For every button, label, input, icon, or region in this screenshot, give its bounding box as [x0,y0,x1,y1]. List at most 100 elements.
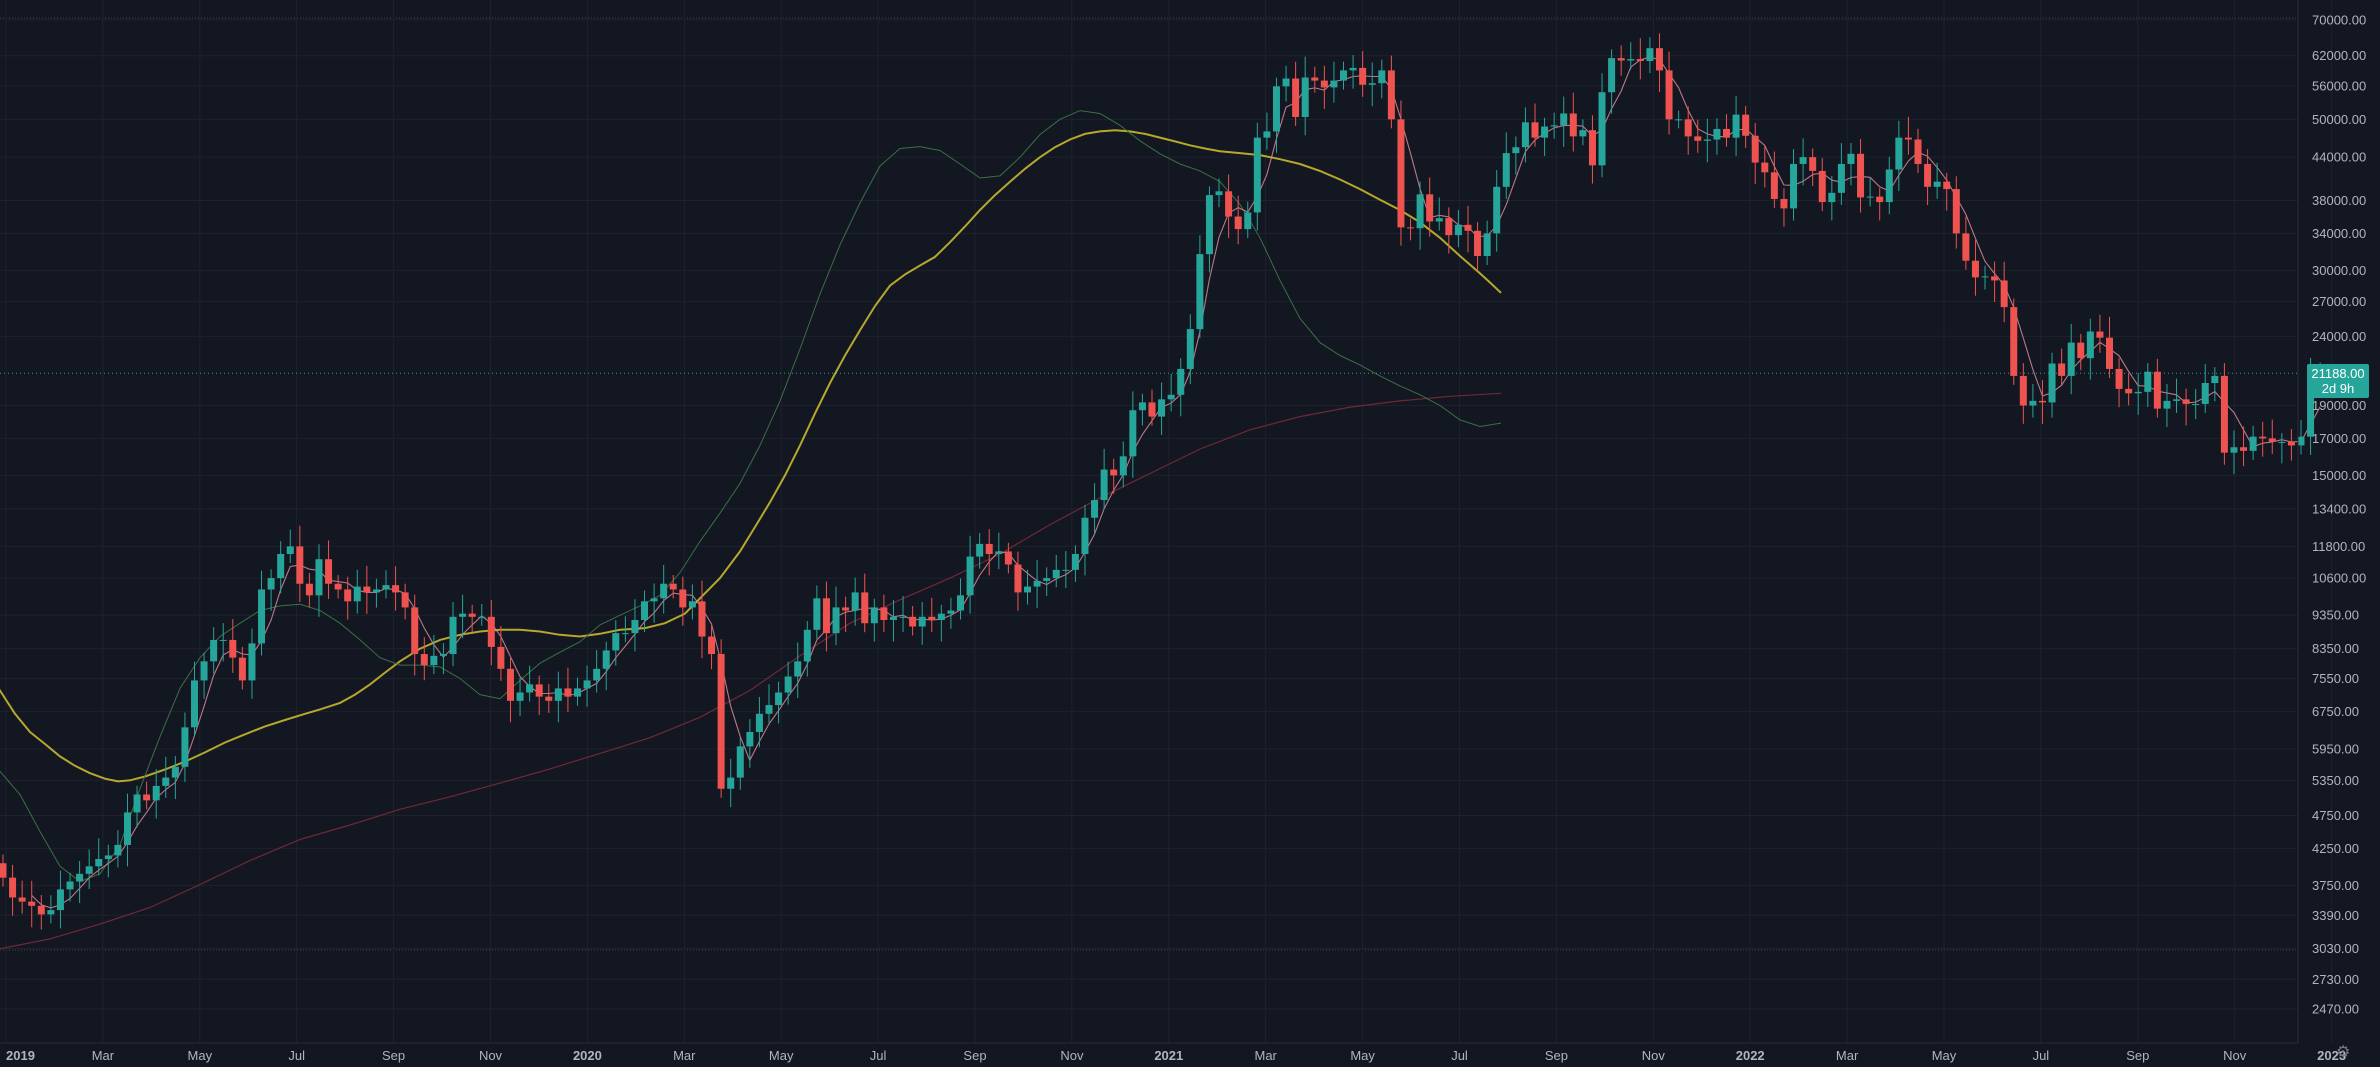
candle [2000,261,2008,323]
price-tick-label: 2470.00 [2312,1001,2359,1016]
candle-body [2077,342,2085,359]
candle-body [104,855,112,860]
candle-body [296,546,304,584]
gear-icon[interactable]: ⚙ [2336,1044,2351,1061]
candle [899,596,907,632]
candle-body [1790,163,1798,209]
candle [918,601,926,645]
candle-body [1464,224,1472,231]
candle-body [2153,371,2161,409]
candle [325,540,333,599]
candle-body [602,650,610,669]
price-tick-label: 4750.00 [2312,808,2359,823]
candle [1119,441,1127,488]
candle-body [1024,586,1032,593]
candle-body [1004,551,1012,565]
candle-body [1234,216,1242,230]
candle [478,603,486,626]
candle [1330,61,1338,103]
time-tick-label: Jul [1451,1048,1468,1063]
time-axis[interactable]: 2019 Mar May Jul Sep Nov 2020 Mar May Jul Sep Nov 20… [0,1042,2380,1067]
candle-body [1636,59,1644,62]
candle-body [688,601,696,608]
candle [1627,42,1635,70]
candle-body [2134,391,2142,394]
candle [1234,195,1242,245]
candle-body [928,616,936,620]
candle [152,769,160,819]
price-tick-label: 6750.00 [2312,704,2359,719]
candle-body [28,901,36,906]
price-tick-label: 17000.00 [2312,431,2366,446]
candle-body [2000,280,2008,308]
candle-body [1272,86,1280,132]
candle-body [497,646,505,669]
candle [1426,177,1434,237]
candle-body [1292,78,1300,117]
candle [1799,138,1807,186]
candle-body [1091,500,1099,518]
candle-body [1349,67,1357,71]
candle-body [1196,254,1204,330]
candle-body [2115,368,2123,389]
candle-body [1569,113,1577,137]
candle-body [1962,233,1970,261]
last-price-badge: 21188.00 2d 9h [2307,364,2369,398]
candle-body [2058,363,2066,376]
candle [1052,555,1060,588]
candle [1952,176,1960,249]
candle-body [1043,578,1051,581]
candle [1655,33,1663,92]
candle [1292,61,1300,126]
candle [2038,380,2046,424]
candle [2287,429,2295,461]
candle-body [1100,469,1108,501]
candle [1684,106,1692,155]
candle [238,646,246,690]
candle [286,529,294,564]
candle-body [918,616,926,627]
time-tick-label: Sep [1545,1048,1568,1063]
candle-body [1837,163,1845,193]
candle-body [344,589,352,602]
time-tick-label: Nov [479,1048,503,1063]
candle-body [1876,196,1884,203]
candle-body [1253,137,1261,213]
time-tick-label: 2022 [1736,1048,1765,1063]
candle-body [2029,400,2037,406]
candle [1014,551,1022,611]
candle-body [669,583,677,590]
candle-body [1809,157,1817,171]
candle-body [95,859,103,867]
candle-body [516,692,524,701]
candle-body [56,889,64,911]
candle [1435,197,1443,231]
candle-body [353,586,361,602]
price-tick-label: 10600.00 [2312,571,2366,586]
candle-body [382,585,390,590]
candle [1493,169,1501,252]
candle-body [1981,276,1989,278]
price-tick-label: 38000.00 [2312,193,2366,208]
candle-body [621,633,629,635]
candle-body [2278,441,2286,443]
candle-body [1110,469,1118,476]
candle [2067,323,2075,395]
price-axis[interactable]: 70000.00 62000.00 56000.00 50000.00 44000.00… [2297,0,2366,1043]
candle-body [430,655,438,666]
candle [650,583,658,623]
candle [1340,61,1347,90]
candle-body [2211,375,2219,384]
candle-body [1703,139,1711,141]
candle-body [679,589,687,608]
candle-body [277,554,285,579]
candle-body [37,905,45,915]
candle [803,621,811,677]
candle-body [746,731,754,747]
price-tick-label: 24000.00 [2312,329,2366,344]
price-tick-label: 2730.00 [2312,972,2359,987]
candle-body [1148,402,1156,417]
candle [621,616,629,643]
